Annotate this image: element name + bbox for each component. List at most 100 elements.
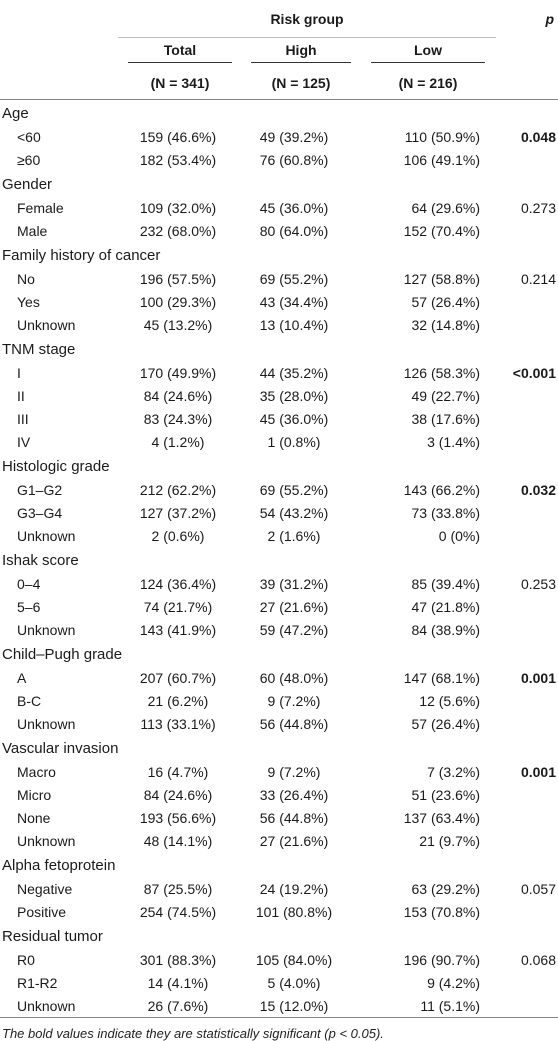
table-figure: Risk group p Total High Low (N = 341 <box>0 10 558 1041</box>
table-row: Micro 84 (24.6%) 33 (26.4%) 51 (23.6%) <box>0 783 558 806</box>
cell-low: 38 (17.6%) <box>411 410 480 427</box>
cell-low: 57 (26.4%) <box>411 293 480 310</box>
header-row-counts: (N = 341) (N = 125) (N = 216) <box>0 67 558 100</box>
table-row: 5–6 74 (21.7%) 27 (21.6%) 47 (21.8%) <box>0 595 558 618</box>
table-row: R1-R2 14 (4.1%) 5 (4.0%) 9 (4.2%) <box>0 971 558 994</box>
row-label: No <box>17 270 35 287</box>
cell-p-value: 0.032 <box>520 481 556 498</box>
row-label: Negative <box>17 880 73 897</box>
cell-low: 11 (5.1%) <box>360 994 496 1018</box>
cell-total: 182 (53.4%) <box>139 151 217 168</box>
cell-high: 56 (44.8%) <box>259 809 329 826</box>
cell-high: 24 (19.2%) <box>259 880 329 897</box>
category-row: Histologic grade <box>0 453 558 478</box>
table-row: ≥60 182 (53.4%) 76 (60.8%) 106 (49.1%) <box>0 148 558 171</box>
cell-high: 35 (28.0%) <box>259 387 329 404</box>
row-label: Macro <box>17 763 56 780</box>
table-row: Unknown 45 (13.2%) 13 (10.4%) 32 (14.8%) <box>0 313 558 336</box>
category-label: Residual tumor <box>2 928 103 945</box>
row-label: R0 <box>17 951 35 968</box>
cell-high: 27 (21.6%) <box>259 598 329 615</box>
table-body: Age <60 159 (46.6%) 49 (39.2%) 110 (50.9%) 0.… <box>0 100 558 1018</box>
cell-p-value <box>496 524 558 547</box>
cell-high: 15 (12.0%) <box>242 994 360 1018</box>
cell-p-value <box>496 829 558 852</box>
cell-total: 87 (25.5%) <box>143 880 213 897</box>
cell-high: 5 (4.0%) <box>267 974 321 991</box>
column-header-total: Total <box>118 37 242 67</box>
cell-p-value <box>496 595 558 618</box>
table-row: I 170 (49.9%) 44 (35.2%) 126 (58.3%) <0.001 <box>0 361 558 384</box>
cell-low: 63 (29.2%) <box>411 880 480 897</box>
cell-p-value <box>496 783 558 806</box>
row-label: Female <box>17 199 64 216</box>
cell-p-value <box>496 712 558 735</box>
cell-high: 2 (1.6%) <box>267 527 321 544</box>
cell-total: 83 (24.3%) <box>143 410 213 427</box>
cell-low: 196 (90.7%) <box>403 951 480 968</box>
category-row: Age <box>0 100 558 126</box>
table-row: Unknown 2 (0.6%) 2 (1.6%) 0 (0%) <box>0 524 558 547</box>
cell-total: 212 (62.2%) <box>139 481 217 498</box>
cell-total: 100 (29.3%) <box>139 293 217 310</box>
cell-low: 126 (58.3%) <box>403 364 480 381</box>
cell-high: 101 (80.8%) <box>255 903 333 920</box>
row-label: Unknown <box>0 994 118 1018</box>
cell-high: 1 (0.8%) <box>267 433 321 450</box>
cell-total: 124 (36.4%) <box>139 575 217 592</box>
cell-low: 64 (29.6%) <box>411 199 480 216</box>
category-label: TNM stage <box>2 341 76 358</box>
category-label: Family history of cancer <box>2 247 161 264</box>
cell-low: 153 (70.8%) <box>403 903 480 920</box>
column-count-high: (N = 125) <box>242 67 360 100</box>
table-row: A 207 (60.7%) 60 (48.0%) 147 (68.1%) 0.001 <box>0 666 558 689</box>
table-row: Macro 16 (4.7%) 9 (7.2%) 7 (3.2%) 0.001 <box>0 760 558 783</box>
row-label: Unknown <box>17 715 76 732</box>
cell-p-value <box>496 290 558 313</box>
cell-total: 2 (0.6%) <box>151 527 205 544</box>
cell-high: 60 (48.0%) <box>259 669 329 686</box>
cell-high: 76 (60.8%) <box>259 151 329 168</box>
table-row: Female 109 (32.0%) 45 (36.0%) 64 (29.6%) 0.2… <box>0 196 558 219</box>
row-label: ≥60 <box>17 151 41 168</box>
table-footnote: The bold values indicate they are statis… <box>2 1026 384 1041</box>
cell-total: 254 (74.5%) <box>139 903 217 920</box>
cell-low: 0 (0%) <box>438 527 480 544</box>
cell-low: 84 (38.9%) <box>411 621 480 638</box>
row-label: 0–4 <box>17 575 41 592</box>
category-row: Gender <box>0 171 558 196</box>
cell-low: 49 (22.7%) <box>411 387 480 404</box>
cell-high: 56 (44.8%) <box>259 715 329 732</box>
cell-total: 143 (41.9%) <box>139 621 217 638</box>
cell-total: 14 (4.1%) <box>147 974 209 991</box>
cell-p-value <box>496 430 558 453</box>
cell-p-value <box>496 900 558 923</box>
row-label: Micro <box>17 786 52 803</box>
p-value-header: p <box>545 10 554 27</box>
cell-p-value <box>496 219 558 242</box>
row-label: Unknown <box>17 527 76 544</box>
cell-total: 232 (68.0%) <box>139 222 217 239</box>
row-label: R1-R2 <box>17 974 58 991</box>
header-row-columns: Total High Low <box>0 37 558 67</box>
row-label: <60 <box>17 128 41 145</box>
cell-low: 152 (70.4%) <box>403 222 480 239</box>
cell-p-value: 0.057 <box>520 880 556 897</box>
cell-high: 9 (7.2%) <box>267 763 321 780</box>
category-label: Gender <box>2 176 53 193</box>
cell-high: 54 (43.2%) <box>259 504 329 521</box>
category-row: Family history of cancer <box>0 242 558 267</box>
table-row: IV 4 (1.2%) 1 (0.8%) 3 (1.4%) <box>0 430 558 453</box>
column-count-total: (N = 341) <box>118 67 242 100</box>
table-row: 0–4 124 (36.4%) 39 (31.2%) 85 (39.4%) 0.253 <box>0 572 558 595</box>
cell-total: 45 (13.2%) <box>143 316 213 333</box>
row-label: Unknown <box>17 621 76 638</box>
row-label: III <box>17 410 29 427</box>
row-label: Male <box>17 222 48 239</box>
cell-p-value <box>496 313 558 336</box>
cell-p-value <box>496 407 558 430</box>
cell-p-value: 0.253 <box>520 575 556 592</box>
row-label: Unknown <box>17 316 76 333</box>
category-row: Alpha fetoprotein <box>0 852 558 877</box>
row-label: 5–6 <box>17 598 41 615</box>
